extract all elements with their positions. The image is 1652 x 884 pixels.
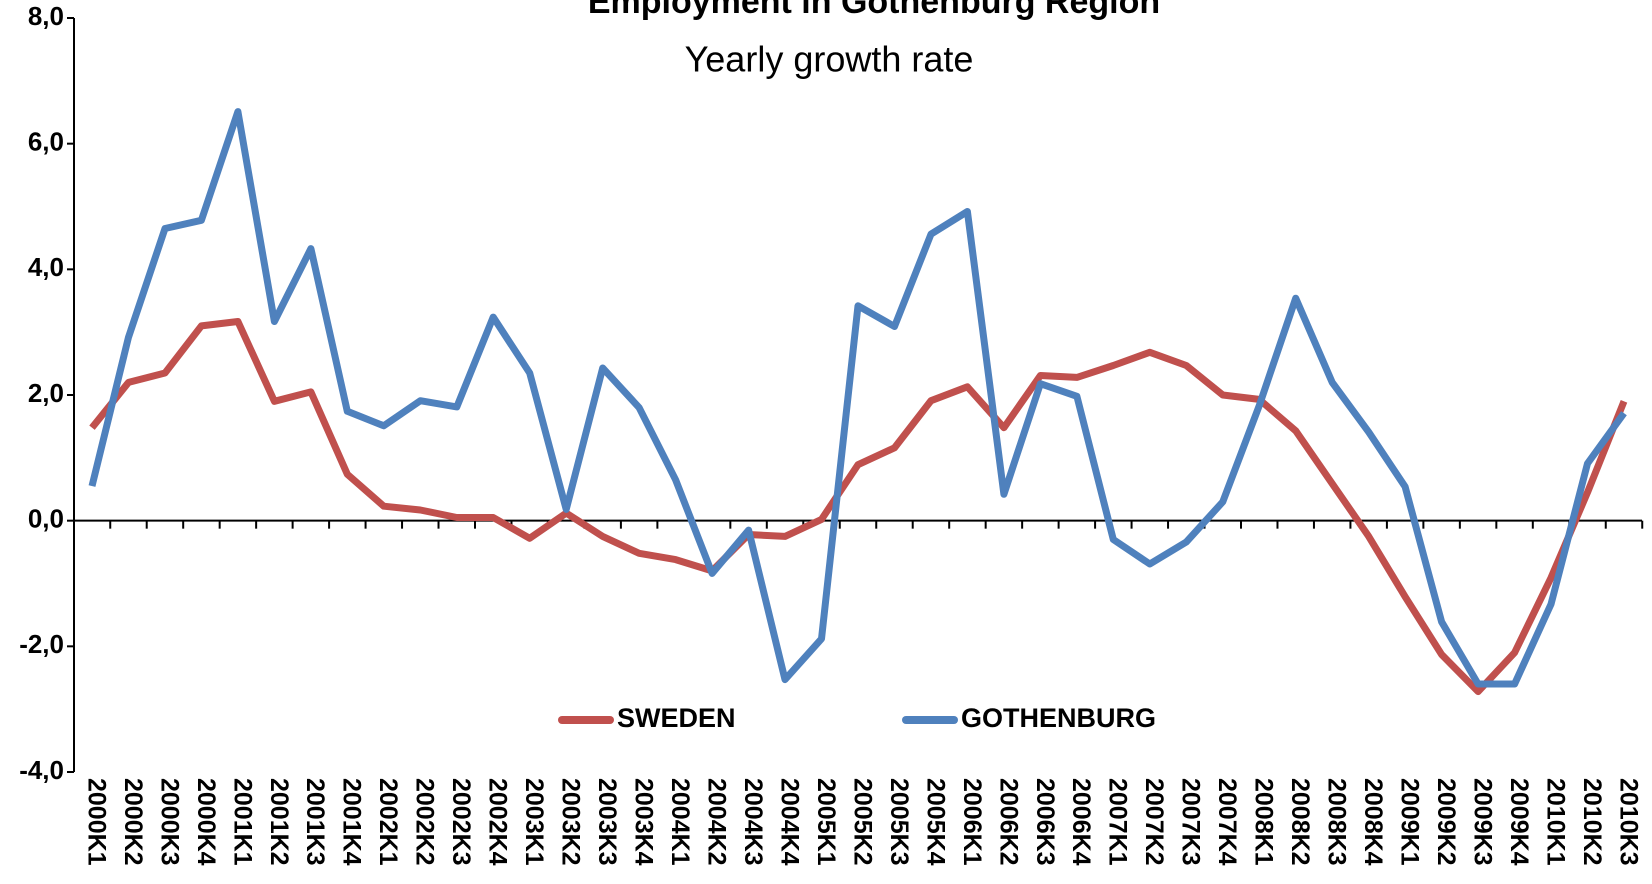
x-tick-label: 2003K3 xyxy=(593,778,621,866)
y-tick-label: -2,0 xyxy=(19,629,64,659)
x-tick-label: 2000K1 xyxy=(82,778,110,866)
x-tick-label: 2007K2 xyxy=(1140,778,1168,866)
x-tick-label: 2007K3 xyxy=(1177,778,1205,866)
x-tick-label: 2006K3 xyxy=(1031,778,1059,866)
x-tick-label: 2000K3 xyxy=(155,778,183,866)
x-tick-label: 2008K3 xyxy=(1323,778,1351,866)
x-tick-label: 2007K1 xyxy=(1104,778,1132,866)
x-tick-label: 2001K1 xyxy=(228,778,256,866)
y-tick-label: 4,0 xyxy=(28,252,64,282)
x-tick-label: 2004K3 xyxy=(739,778,767,866)
legend-label: SWEDEN xyxy=(617,703,736,733)
x-tick-label: 2003K2 xyxy=(557,778,585,866)
x-tick-label: 2002K2 xyxy=(411,778,439,866)
y-tick-label: 6,0 xyxy=(28,127,64,157)
y-tick-label: 8,0 xyxy=(28,1,64,31)
x-tick-label: 2001K2 xyxy=(265,778,293,866)
chart-title: Employment in Gothenburg Region xyxy=(588,0,1160,21)
x-tick-label: 2008K4 xyxy=(1359,778,1387,866)
x-tick-label: 2002K4 xyxy=(484,778,512,866)
legend-label: GOTHENBURG xyxy=(961,703,1156,733)
x-tick-label: 2003K1 xyxy=(520,778,548,866)
x-tick-label: 2006K1 xyxy=(958,778,986,866)
x-tick-label: 2010K3 xyxy=(1614,778,1642,866)
chart-subtitle: Yearly growth rate xyxy=(685,39,974,80)
x-tick-label: 2002K3 xyxy=(447,778,475,866)
x-tick-label: 2007K4 xyxy=(1213,778,1241,866)
x-tick-label: 2009K3 xyxy=(1468,778,1496,866)
x-tick-label: 2009K2 xyxy=(1432,778,1460,866)
x-tick-label: 2002K1 xyxy=(374,778,402,866)
x-tick-label: 2000K2 xyxy=(119,778,147,866)
x-tick-label: 2004K2 xyxy=(702,778,730,866)
x-tick-label: 2005K1 xyxy=(812,778,840,866)
x-tick-label: 2009K1 xyxy=(1396,778,1424,866)
y-tick-label: 2,0 xyxy=(28,378,64,408)
x-tick-label: 2008K1 xyxy=(1250,778,1278,866)
x-tick-label: 2009K4 xyxy=(1505,778,1533,866)
x-tick-label: 2006K2 xyxy=(994,778,1022,866)
x-tick-label: 2010K1 xyxy=(1541,778,1569,866)
x-tick-label: 2005K4 xyxy=(921,778,949,866)
x-tick-label: 2010K2 xyxy=(1578,778,1606,866)
x-tick-label: 2001K4 xyxy=(338,778,366,866)
y-tick-label: -4,0 xyxy=(19,755,64,785)
x-tick-label: 2005K3 xyxy=(885,778,913,866)
x-tick-label: 2005K2 xyxy=(848,778,876,866)
y-tick-label: 0,0 xyxy=(28,504,64,534)
series-line xyxy=(89,318,1628,696)
x-tick-label: 2006K4 xyxy=(1067,778,1095,866)
x-tick-label: 2000K4 xyxy=(192,778,220,866)
x-tick-label: 2008K2 xyxy=(1286,778,1314,866)
series-line xyxy=(88,108,1627,688)
x-tick-label: 2004K4 xyxy=(775,778,803,866)
x-tick-label: 2001K3 xyxy=(301,778,329,866)
x-tick-label: 2003K4 xyxy=(630,778,658,866)
x-tick-label: 2004K1 xyxy=(666,778,694,866)
